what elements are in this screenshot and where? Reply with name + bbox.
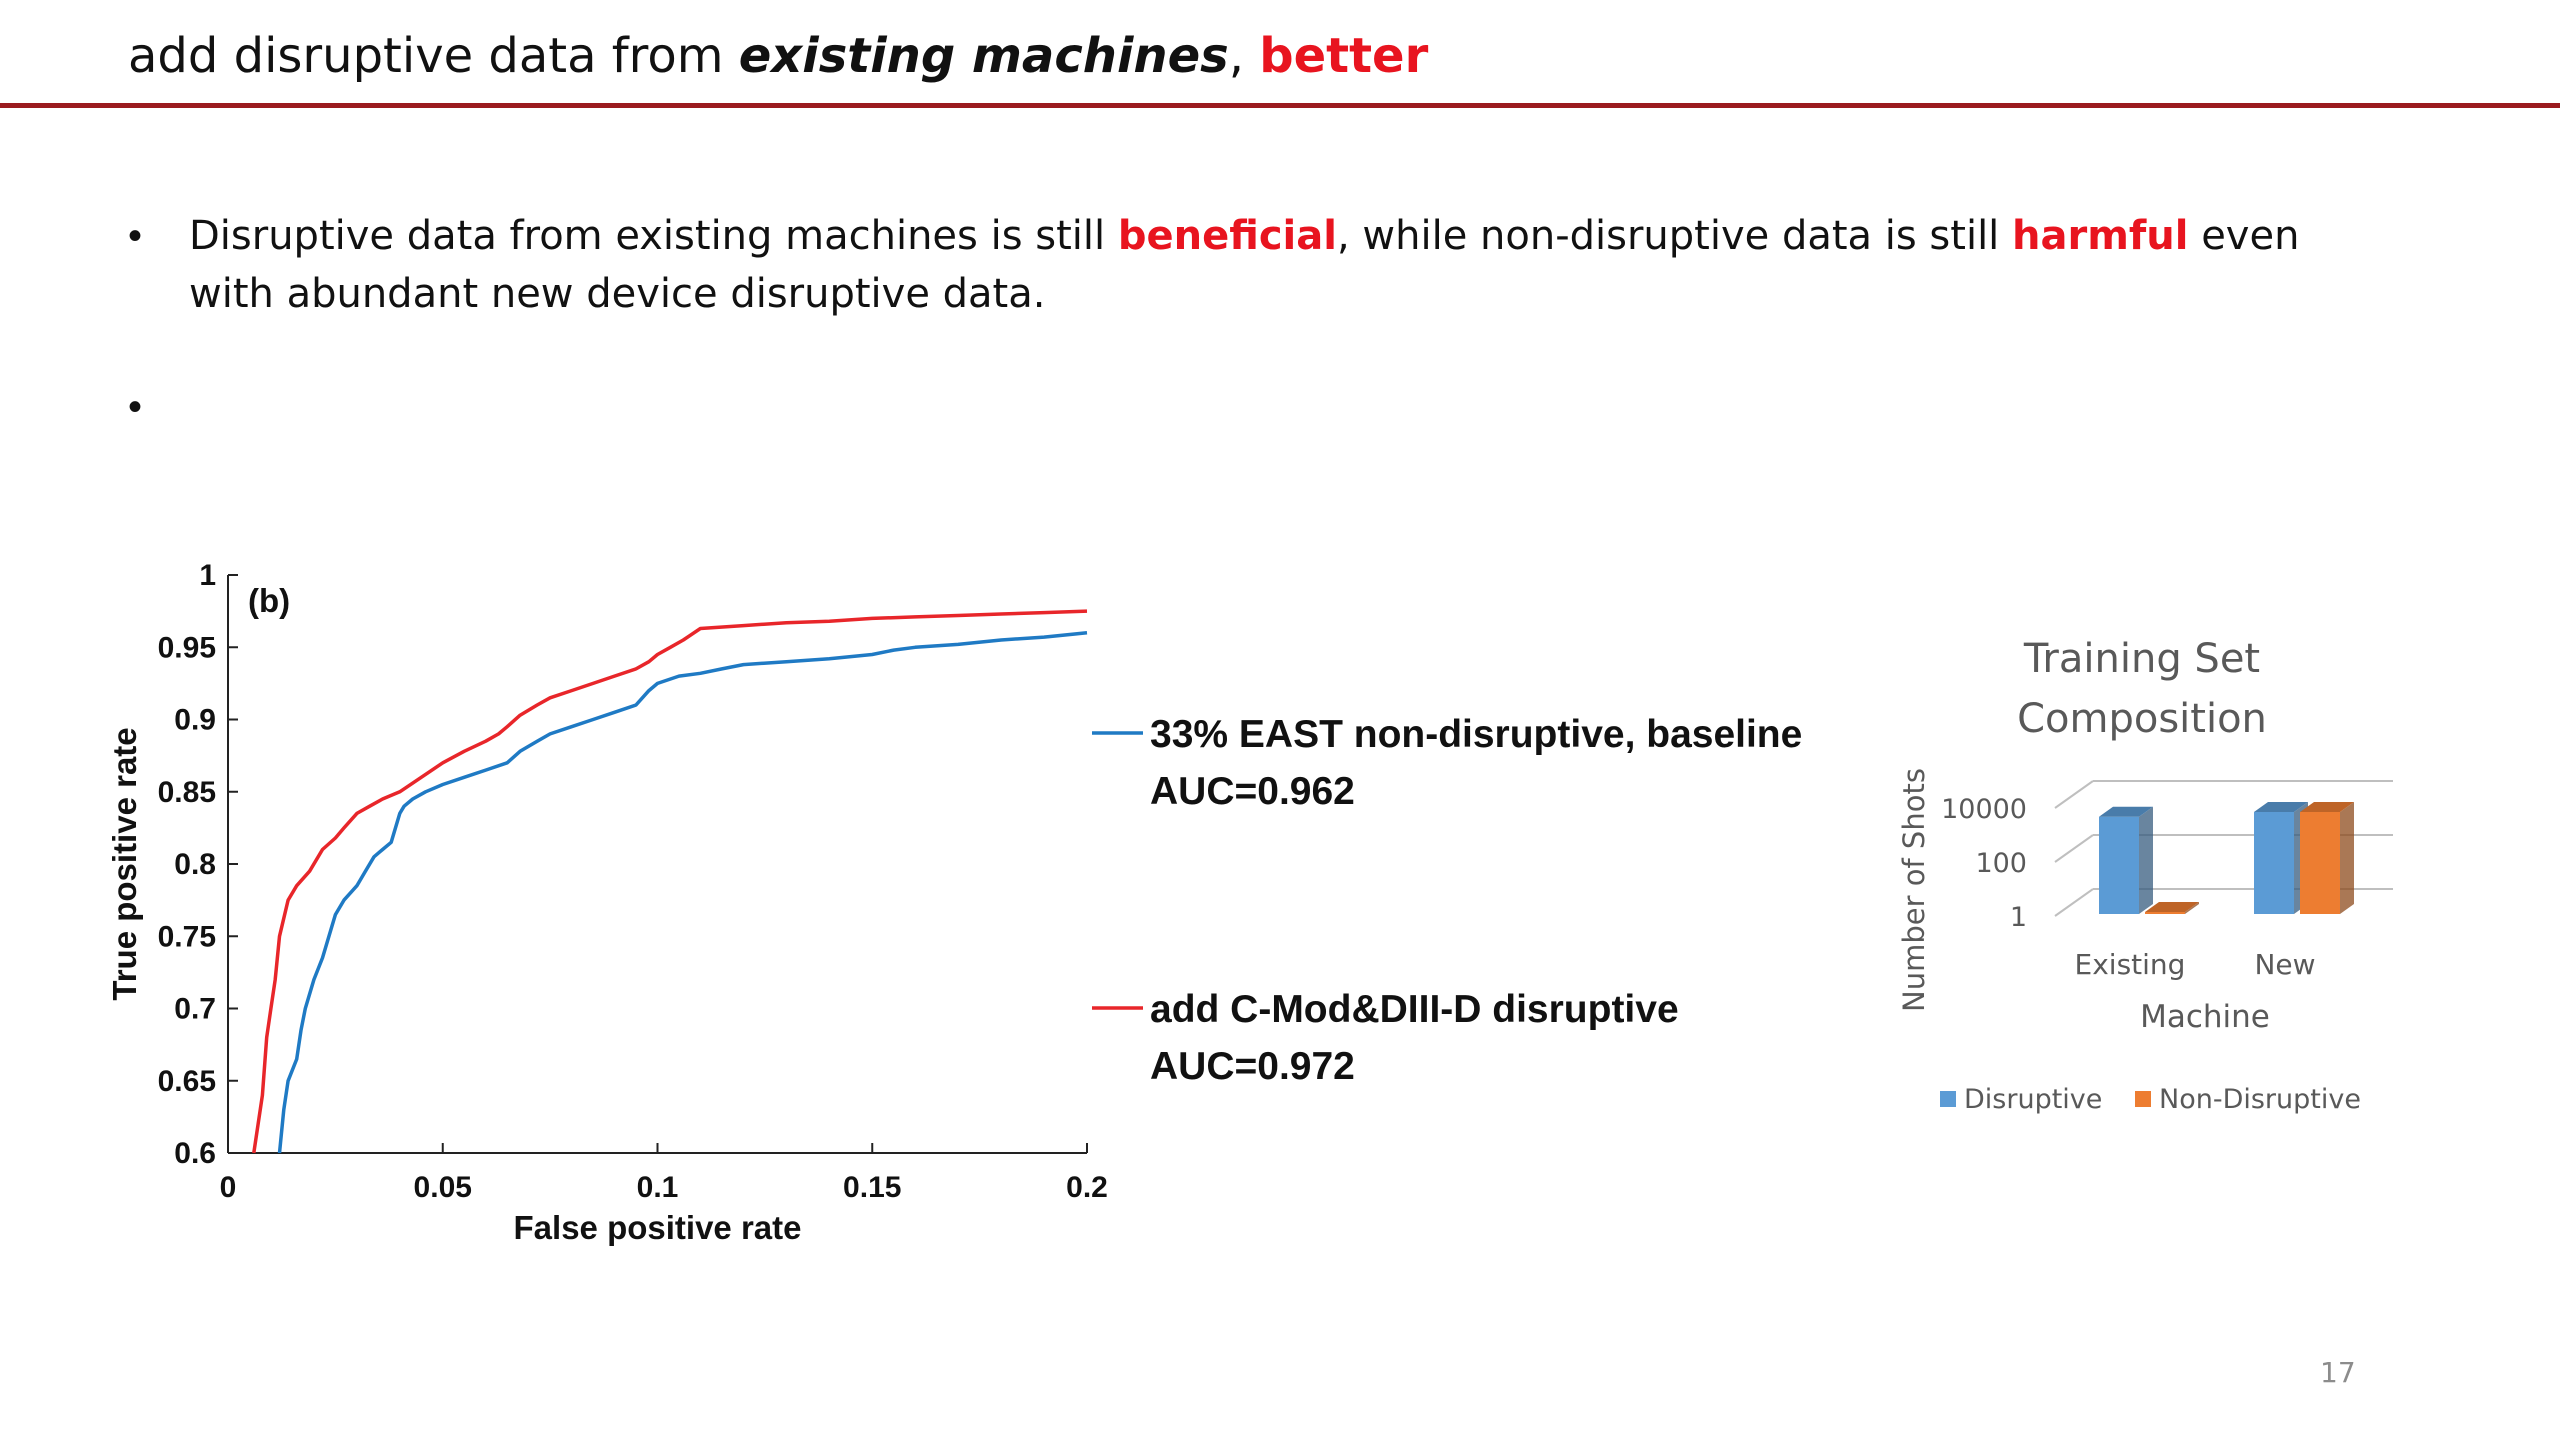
bar-chart-title-line-2: Composition bbox=[2017, 696, 2267, 742]
title-highlight: better bbox=[1259, 28, 1429, 84]
x-tick-label: 0.1 bbox=[637, 1171, 679, 1204]
bullet-2-symbol: • bbox=[128, 385, 143, 429]
y-tick-label: 0.7 bbox=[174, 993, 216, 1026]
y-tick-label: 100 bbox=[1975, 848, 2027, 879]
bar-side bbox=[2139, 806, 2153, 914]
x-axis-title: False positive rate bbox=[514, 1209, 802, 1246]
bar-top bbox=[2099, 806, 2153, 817]
bar-legend-swatch-1 bbox=[1940, 1091, 1956, 1107]
roc-series-line-2 bbox=[252, 609, 1088, 1154]
bar-side bbox=[2340, 801, 2354, 914]
title-prefix: add disruptive data from bbox=[128, 28, 739, 84]
bullet-1-harmful: harmful bbox=[2012, 213, 2189, 259]
legend-label-1: 33% EAST non-disruptive, baseline bbox=[1150, 713, 1802, 756]
bar-side bbox=[2185, 902, 2199, 914]
bar-new-1 bbox=[2254, 811, 2294, 914]
x-tick-label: 0.2 bbox=[1066, 1171, 1108, 1204]
x-tick-label: 0.05 bbox=[414, 1171, 472, 1204]
bullet-1-part-5: even with abundant new device disruptive… bbox=[189, 213, 2300, 317]
y-tick-label: 0.9 bbox=[174, 704, 216, 737]
bar-existing-2 bbox=[2145, 912, 2185, 914]
bullet-1-text: Disruptive data from existing machines i… bbox=[189, 207, 2339, 323]
bar-top bbox=[2300, 801, 2354, 812]
y-tick-label: 1 bbox=[2010, 902, 2027, 933]
bullet-1-part-3: , while non-disruptive data is still bbox=[1336, 213, 2013, 259]
title-comma: , bbox=[1228, 28, 1260, 84]
bar-legend-label-2: Non-Disruptive bbox=[2159, 1084, 2361, 1115]
grid-slant bbox=[2054, 834, 2094, 863]
bullet-1-symbol: • bbox=[128, 214, 143, 258]
panel-label: (b) bbox=[248, 582, 290, 619]
slide-title: add disruptive data from existing machin… bbox=[128, 24, 1428, 88]
y-tick-label: 1 bbox=[199, 559, 216, 592]
bar-top bbox=[2145, 902, 2199, 912]
y-tick-label: 0.8 bbox=[174, 848, 216, 881]
category-label: New bbox=[2254, 948, 2315, 981]
y-axis-title: True positive rate bbox=[106, 727, 143, 1000]
bullet-1-beneficial: beneficial bbox=[1117, 213, 1337, 259]
page-number: 17 bbox=[2320, 1356, 2356, 1389]
legend-auc-1: AUC=0.962 bbox=[1150, 770, 1355, 813]
title-divider bbox=[0, 103, 2560, 108]
category-label: Existing bbox=[2075, 948, 2186, 981]
bar-legend-swatch-2 bbox=[2135, 1091, 2151, 1107]
bar-x-axis-title: Machine bbox=[2140, 999, 2270, 1035]
bar-legend-label-1: Disruptive bbox=[1964, 1084, 2102, 1115]
title-emphasis: existing machines bbox=[738, 28, 1229, 84]
y-tick-label: 10000 bbox=[1941, 794, 2027, 825]
legend-label-2: add C-Mod&DIII-D disruptive bbox=[1150, 988, 1679, 1031]
bar-existing-1 bbox=[2099, 816, 2139, 914]
bar-new-2 bbox=[2300, 811, 2340, 914]
roc-series-line-1 bbox=[277, 631, 1088, 1154]
bullet-1-part-1: Disruptive data from existing machines i… bbox=[189, 213, 1118, 259]
grid-slant bbox=[2054, 780, 2094, 809]
grid-slant bbox=[2054, 888, 2094, 917]
x-tick-label: 0.15 bbox=[843, 1171, 901, 1204]
y-tick-label: 0.65 bbox=[158, 1065, 216, 1098]
y-tick-label: 0.95 bbox=[158, 631, 216, 664]
x-tick-label: 0 bbox=[220, 1171, 237, 1204]
y-tick-label: 0.85 bbox=[158, 776, 216, 809]
bar-y-axis-title: Number of Shots bbox=[1897, 768, 1931, 1012]
bar-top bbox=[2254, 801, 2308, 812]
y-tick-label: 0.6 bbox=[174, 1137, 216, 1170]
y-tick-label: 0.75 bbox=[158, 920, 216, 953]
bar-chart-title-line-1: Training Set bbox=[2023, 636, 2260, 682]
legend-auc-2: AUC=0.972 bbox=[1150, 1045, 1355, 1088]
